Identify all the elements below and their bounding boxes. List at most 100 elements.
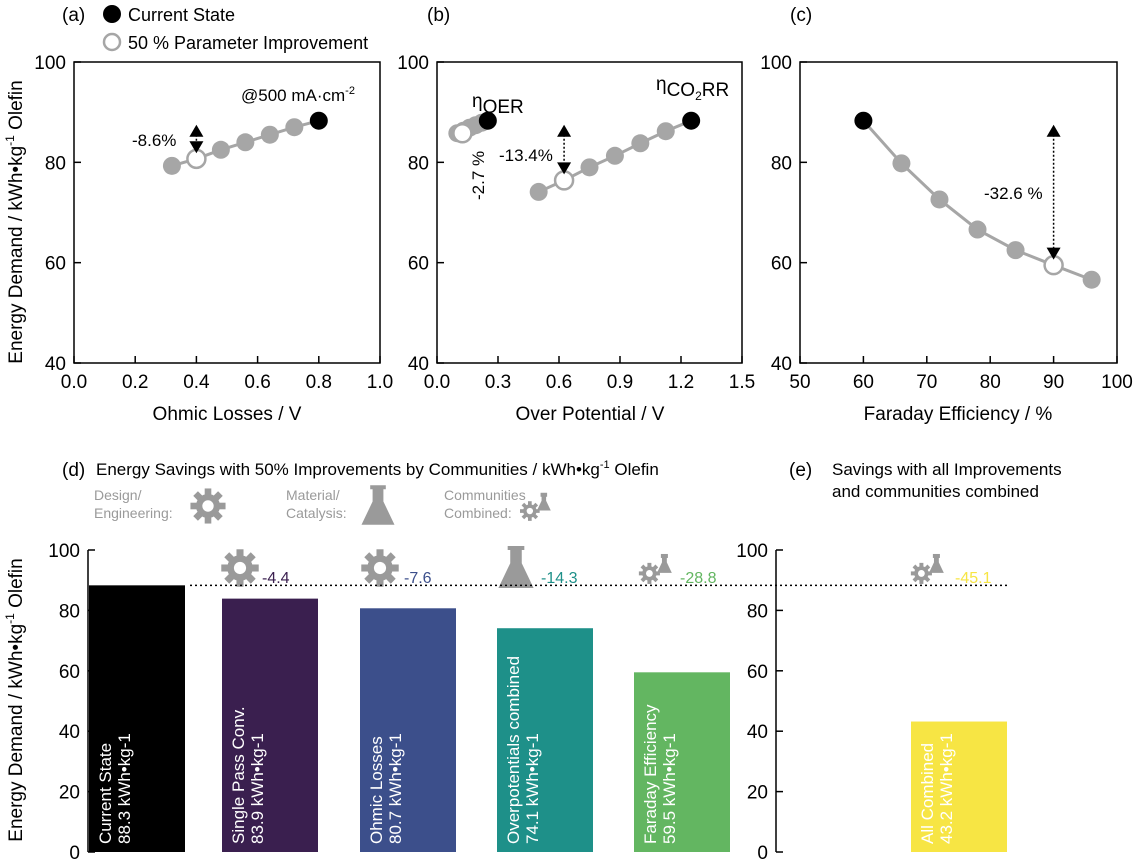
panel-e-title-line1: Savings with all Improvements — [832, 460, 1062, 479]
panel-c-arrow-head-up — [1046, 124, 1061, 137]
panel-c-y-tick-label: 60 — [771, 254, 792, 275]
flask-icon — [656, 553, 672, 573]
flask-icon — [928, 553, 944, 573]
panel-b-x-tick-label: 1.2 — [668, 372, 694, 393]
panel-b-co2rr-data-point — [580, 158, 599, 177]
panel-e-y-tick-label: 80 — [747, 601, 768, 622]
panel-b-oer-label: ηOER — [472, 91, 524, 118]
panel-c-x-axis-label: Faraday Efficiency / % — [864, 404, 1053, 425]
gear-icon — [361, 549, 399, 587]
panel-d-bar-category-label: Faraday Efficiency — [641, 704, 660, 844]
panel-c-current-point — [854, 111, 873, 130]
panel-a-x-tick-label: 1.0 — [367, 372, 393, 393]
panel-a-arrow-head-down — [189, 141, 204, 154]
panel-b-x-tick-label: 0.3 — [485, 372, 511, 393]
panel-d-savings-label: -4.4 — [262, 570, 290, 587]
combined-icon — [638, 553, 672, 584]
panel-e-title-line2: and communities combined — [832, 482, 1039, 501]
panel-d-legend-line1: Design/ — [94, 487, 142, 503]
panel-c-delta-label: -32.6 % — [984, 184, 1043, 203]
panel-c-data-point — [930, 190, 949, 209]
panel-d-y-tick-label: 100 — [48, 541, 80, 562]
panel-c-x-tick-label: 50 — [789, 372, 810, 393]
panel-b-arrow-head-down — [557, 162, 572, 175]
panel-d-bar-category-label: Single Pass Conv. — [229, 706, 248, 844]
panel-c-x-tick-label: 100 — [1101, 372, 1133, 393]
panel-d-legend-line1: Communities — [444, 487, 526, 503]
panel-a-letter: (a) — [62, 5, 85, 26]
combined-icon — [520, 492, 551, 521]
panel-a-y-tick-label: 60 — [45, 254, 66, 275]
panel-b: (b) 40 60 80 100 0.0 0.3 0.6 0.9 1.2 1.5 Over Pot… — [397, 5, 755, 425]
panel-d-savings-label: -28.8 — [680, 570, 717, 587]
legend-improvement-label: 50 % Parameter Improvement — [128, 33, 368, 53]
panel-d-bar-value-label: 59.5 kWh•kg-1 — [660, 733, 679, 844]
panel-a-data-point — [260, 125, 279, 144]
panel-b-y-tick-label: 80 — [408, 153, 429, 174]
panel-e-savings-label: -45.1 — [955, 570, 992, 587]
svg-text:Energy Demand / kWh•kg-1 Olefi: Energy Demand / kWh•kg-1 Olefin — [3, 80, 27, 363]
panel-b-x-tick-label: 0.0 — [424, 372, 450, 393]
panel-b-co2rr-data-point — [631, 134, 650, 153]
panel-a-x-axis-label: Ohmic Losses / V — [153, 404, 302, 425]
panel-a-y-tick-label: 80 — [45, 153, 66, 174]
panel-a-y-tick-label: 100 — [34, 53, 66, 74]
panel-d-bar-category-label: Overpotentials combined — [504, 656, 523, 844]
panel-b-oer-delta-label: -2.7 % — [469, 151, 488, 200]
panel-b-x-tick-label: 0.9 — [607, 372, 633, 393]
flask-icon — [498, 546, 534, 588]
top-y-axis-label: Energy Demand / kWh•kg-1 Olefin — [3, 80, 27, 363]
panel-a-x-tick-label: 0.2 — [122, 372, 148, 393]
panel-b-co2rr-data-point — [529, 182, 548, 201]
panel-c-x-tick-label: 80 — [980, 372, 1001, 393]
panel-a-x-tick-label: 0.8 — [306, 372, 332, 393]
panel-c-data-point — [892, 154, 911, 173]
panel-c-arrow-head-down — [1046, 247, 1061, 260]
panel-a-x-tick-label: 0.0 — [61, 372, 87, 393]
panel-d-bar-category-label: Current State — [96, 743, 115, 844]
panel-d-y-tick-label: 0 — [69, 843, 80, 864]
panel-c-x-tick-label: 90 — [1043, 372, 1064, 393]
gear-icon — [910, 562, 932, 584]
panel-d-y-tick-label: 80 — [59, 601, 80, 622]
panel-a-y-tick-label: 40 — [45, 354, 66, 375]
panel-d-legend-line2: Combined: — [444, 505, 512, 521]
panel-c-x-tick-label: 70 — [916, 372, 937, 393]
panel-c: (c) 40 60 80 100 50 60 70 80 90 100 Faraday Effic… — [760, 5, 1133, 425]
panel-c-letter: (c) — [790, 5, 812, 26]
panel-e-letter: (e) — [789, 460, 812, 481]
panel-d-y-tick-label: 60 — [59, 662, 80, 683]
panel-b-co2rr-data-point — [656, 122, 675, 141]
panel-d-legend-line2: Engineering: — [94, 505, 173, 521]
panel-c-data-point — [968, 220, 987, 239]
panel-d-letter: (d) — [62, 460, 85, 481]
panel-c-data-point — [1006, 241, 1025, 260]
gear-icon — [520, 501, 540, 521]
panel-b-oer-current-point — [478, 111, 497, 130]
panel-b-x-tick-label: 1.5 — [729, 372, 755, 393]
panel-d-legend-line1: Material/ — [286, 487, 340, 503]
gear-icon — [190, 488, 226, 524]
panel-d-bar-value-label: 74.1 kWh•kg-1 — [523, 733, 542, 844]
panel-a-data-point — [285, 118, 304, 137]
panel-a-current-density-label: @500 mA·cm-2 — [241, 85, 355, 105]
flask-icon — [536, 492, 551, 511]
panel-b-y-tick-label: 40 — [408, 354, 429, 375]
panel-e-bar — [911, 721, 1007, 852]
panel-d-bar — [360, 608, 456, 852]
panel-e: (e) Savings with all Improvements and co… — [736, 460, 1061, 864]
panel-a-data-point — [211, 140, 230, 159]
panel-d-savings-label: -14.3 — [541, 570, 578, 587]
panel-b-y-tick-label: 60 — [408, 254, 429, 275]
panel-a-data-point — [236, 133, 255, 152]
panel-b-x-tick-label: 0.6 — [546, 372, 572, 393]
gear-icon — [221, 549, 259, 587]
panel-b-delta-label: -13.4% — [499, 146, 553, 165]
legend-improvement-marker — [102, 32, 122, 52]
panel-d-title: Energy Savings with 50% Improvements by … — [96, 459, 659, 479]
panel-d-y-tick-label: 40 — [59, 722, 80, 743]
panel-e-y-tick-label: 60 — [747, 662, 768, 683]
panel-e-y-tick-label: 0 — [757, 843, 768, 864]
legend: Current State 50 % Parameter Improvement — [102, 5, 368, 53]
